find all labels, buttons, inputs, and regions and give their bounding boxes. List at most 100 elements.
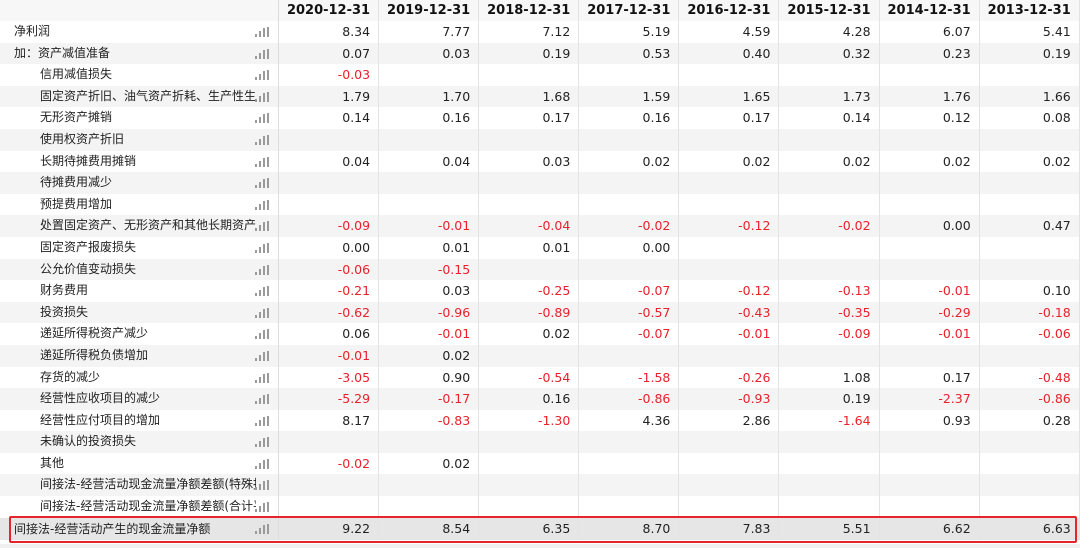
bar-chart-icon[interactable]	[255, 264, 269, 275]
value-cell: 1.66	[979, 85, 1080, 108]
value-cell: 0.01	[479, 236, 580, 259]
value-cell: 1.08	[779, 366, 880, 389]
table-row[interactable]: 固定资产报废损失 0.00 0.01 0.01 0.00	[0, 236, 1080, 259]
table-row[interactable]: 递延所得税资产减少 0.06 -0.01 0.02 -0.07 -0.01 -0.09 -0.…	[0, 323, 1080, 345]
bar-chart-icon[interactable]	[255, 113, 269, 124]
value-cell	[679, 474, 780, 497]
year-header[interactable]: 2017-12-31	[579, 0, 680, 21]
bar-chart-icon[interactable]	[255, 415, 269, 426]
row-label-cell: 经营性应收项目的减少	[0, 388, 279, 410]
table-row[interactable]: 财务费用 -0.21 0.03 -0.25 -0.07 -0.12 -0.13 -0.01 0.…	[0, 280, 1080, 302]
total-value-cell: 8.70	[579, 518, 680, 540]
bar-chart-icon[interactable]	[255, 242, 269, 253]
bar-chart-icon[interactable]	[255, 178, 269, 189]
table-row[interactable]: 间接法-经营活动现金流量净额差额(特殊报表	[0, 474, 1080, 497]
row-label: 经营性应付项目的增加	[40, 412, 161, 427]
value-cell	[779, 172, 880, 194]
year-header[interactable]: 2019-12-31	[379, 0, 480, 21]
bar-chart-icon[interactable]	[255, 286, 269, 297]
value-cell: 5.19	[579, 21, 680, 43]
table-row[interactable]: 信用减值损失 -0.03	[0, 64, 1080, 86]
table-row[interactable]: 净利润 8.34 7.77 7.12 5.19 4.59 4.28 6.07 5.41	[0, 21, 1080, 43]
bar-chart-icon[interactable]	[255, 70, 269, 81]
value-cell: -0.93	[679, 388, 780, 410]
value-cell: 0.47	[979, 215, 1080, 237]
value-cell: 0.06	[279, 323, 380, 345]
year-header[interactable]: 2020-12-31	[279, 0, 380, 21]
value-cell: 0.19	[479, 42, 580, 65]
bar-chart-icon[interactable]	[255, 524, 269, 534]
table-row[interactable]: 使用权资产折旧	[0, 128, 1080, 151]
value-cell: 0.04	[379, 150, 480, 173]
value-cell	[279, 496, 380, 518]
bar-chart-icon[interactable]	[255, 329, 269, 340]
total-value-cell: 9.22	[279, 518, 380, 540]
bar-chart-icon[interactable]	[255, 394, 269, 405]
bar-chart-icon[interactable]	[255, 134, 269, 145]
value-cell: 0.14	[279, 107, 380, 129]
value-cell	[679, 128, 780, 151]
table-row[interactable]: 预提费用增加	[0, 193, 1080, 216]
table-row[interactable]: 待摊费用减少	[0, 172, 1080, 194]
bar-chart-icon[interactable]	[255, 437, 269, 448]
value-cell: -0.48	[979, 366, 1080, 389]
value-cell: -0.09	[279, 215, 380, 237]
year-header[interactable]: 2015-12-31	[779, 0, 880, 21]
table-row[interactable]: 长期待摊费用摊销 0.04 0.04 0.03 0.02 0.02 0.02 0.02 0.02	[0, 150, 1080, 173]
table-row[interactable]: 投资损失 -0.62 -0.96 -0.89 -0.57 -0.43 -0.35 -0.29-…	[0, 301, 1080, 324]
bar-chart-icon[interactable]	[255, 199, 269, 210]
row-label-cell: 净利润	[0, 21, 279, 43]
bar-chart-icon[interactable]	[255, 221, 269, 232]
year-header[interactable]: 2018-12-31	[479, 0, 580, 21]
value-cell	[979, 236, 1080, 259]
bar-chart-icon[interactable]	[255, 502, 269, 513]
bar-chart-icon[interactable]	[255, 480, 269, 491]
value-cell: 0.90	[379, 366, 480, 389]
table-row[interactable]: 间接法-经营活动现金流量净额差额(合计平衡	[0, 496, 1080, 518]
bar-chart-icon[interactable]	[255, 307, 269, 318]
table-row[interactable]: 未确认的投资损失	[0, 431, 1080, 453]
table-row[interactable]: 经营性应付项目的增加 8.17 -0.83 -1.30 4.36 2.86 -1.64 0.9…	[0, 409, 1080, 432]
value-cell: 0.03	[379, 42, 480, 65]
value-cell	[779, 128, 880, 151]
value-cell	[579, 431, 680, 453]
table-row[interactable]: 其他 -0.02 0.02	[0, 452, 1080, 475]
value-cell	[779, 452, 880, 475]
table-row[interactable]: 公允价值变动损失 -0.06 -0.15	[0, 258, 1080, 281]
bar-chart-icon[interactable]	[255, 91, 269, 102]
row-label-cell: 间接法-经营活动现金流量净额差额(特殊报表	[0, 474, 279, 497]
bar-chart-icon[interactable]	[255, 156, 269, 167]
table-row[interactable]: 经营性应收项目的减少 -5.29 -0.17 0.16 -0.86 -0.93 0.19 -2…	[0, 388, 1080, 410]
bar-chart-icon[interactable]	[255, 48, 269, 59]
row-label-cell: 存货的减少	[0, 366, 279, 389]
row-label: 未确认的投资损失	[40, 434, 137, 449]
total-row[interactable]: 间接法-经营活动产生的现金流量净额 9.22 8.54 6.35 8.70 7.…	[0, 518, 1080, 540]
value-cell	[979, 431, 1080, 453]
row-label-cell: 固定资产折旧、油气资产折耗、生产性生物资	[0, 85, 279, 108]
value-cell	[779, 431, 880, 453]
bar-chart-icon[interactable]	[255, 372, 269, 383]
table-row[interactable]: 处置固定资产、无形资产和其他长期资产的损-0.09-0.01-0.04-0.02…	[0, 215, 1080, 237]
table-row[interactable]: 存货的减少 -3.05 0.90 -0.54 -1.58 -0.26 1.08 0.17 -0.…	[0, 366, 1080, 389]
value-cell: 4.28	[779, 21, 880, 43]
table-row[interactable]: 递延所得税负债增加 -0.01 0.02	[0, 344, 1080, 367]
row-label-cell: 公允价值变动损失	[0, 258, 279, 281]
bar-chart-icon[interactable]	[255, 27, 269, 37]
bar-chart-icon[interactable]	[255, 458, 269, 469]
value-cell	[879, 128, 980, 151]
table-header: 2020-12-31 2019-12-31 2018-12-31 2017-12…	[0, 0, 1080, 21]
row-label: 无形资产摊销	[40, 110, 113, 125]
table-row[interactable]: 加：资产减值准备 0.07 0.03 0.19 0.53 0.40 0.32 0.23 0.19	[0, 42, 1080, 65]
year-header[interactable]: 2013-12-31	[979, 0, 1080, 21]
table-row[interactable]: 无形资产摊销 0.14 0.16 0.17 0.16 0.17 0.14 0.12 0.08	[0, 107, 1080, 129]
bar-chart-icon[interactable]	[255, 350, 269, 361]
value-cell: 0.00	[579, 236, 680, 259]
total-value-cell: 5.51	[779, 518, 880, 540]
row-label-cell: 投资损失	[0, 301, 279, 324]
row-label: 存货的减少	[40, 369, 101, 384]
table-row[interactable]: 固定资产折旧、油气资产折耗、生产性生物资 1.791.701.681.591.65…	[0, 85, 1080, 108]
year-header[interactable]: 2016-12-31	[679, 0, 780, 21]
value-cell: 4.36	[579, 409, 680, 432]
value-cell: 5.41	[979, 21, 1080, 43]
year-header[interactable]: 2014-12-31	[879, 0, 980, 21]
